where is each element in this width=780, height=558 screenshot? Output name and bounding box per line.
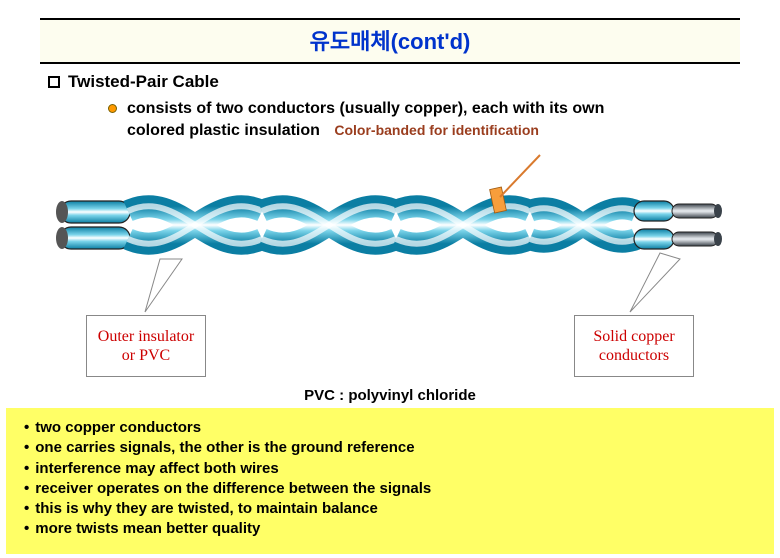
dot-bullet-icon [108, 104, 117, 113]
section-heading: Twisted-Pair Cable [48, 72, 780, 92]
section-label: Twisted-Pair Cable [68, 72, 219, 92]
list-item: •more twists mean better quality [24, 519, 768, 539]
note-text: this is why they are twisted, to maintai… [35, 499, 378, 519]
square-bullet-icon [48, 76, 60, 88]
callout-right-line1: Solid copper [593, 328, 674, 345]
color-band-annotation: Color-banded for identification [334, 122, 539, 138]
description-text: consists of two conductors (usually copp… [127, 98, 604, 141]
callout-outer-insulator: Outer insulator or PVC [86, 315, 206, 377]
desc-line1: consists of two conductors (usually copp… [127, 100, 604, 117]
list-item: •one carries signals, the other is the g… [24, 438, 768, 458]
callout-copper-conductors: Solid copper conductors [574, 315, 694, 377]
callout-left-line1: Outer insulator [98, 328, 194, 345]
list-item: •this is why they are twisted, to mainta… [24, 499, 768, 519]
note-text: two copper conductors [35, 418, 201, 438]
notes-box: •two copper conductors •one carries sign… [6, 408, 774, 554]
callout-right-line2: conductors [599, 347, 669, 364]
list-item: •receiver operates on the difference bet… [24, 479, 768, 499]
description-bullet: consists of two conductors (usually copp… [108, 98, 780, 141]
note-text: more twists mean better quality [35, 519, 260, 539]
slide-title: 유도매체(cont'd) [40, 18, 740, 64]
title-korean: 유도매체 [310, 29, 391, 54]
pvc-definition: PVC : polyvinyl chloride [0, 387, 780, 404]
desc-line2: colored plastic insulation [127, 122, 320, 139]
title-paren: (cont'd) [391, 29, 471, 54]
twisted-pair-diagram: Outer insulator or PVC Solid copper cond… [40, 147, 740, 387]
list-item: •two copper conductors [24, 418, 768, 438]
note-text: receiver operates on the difference betw… [35, 479, 431, 499]
list-item: •interference may affect both wires [24, 459, 768, 479]
note-text: one carries signals, the other is the gr… [35, 438, 414, 458]
callout-left-line2: or PVC [122, 347, 170, 364]
note-text: interference may affect both wires [35, 459, 278, 479]
